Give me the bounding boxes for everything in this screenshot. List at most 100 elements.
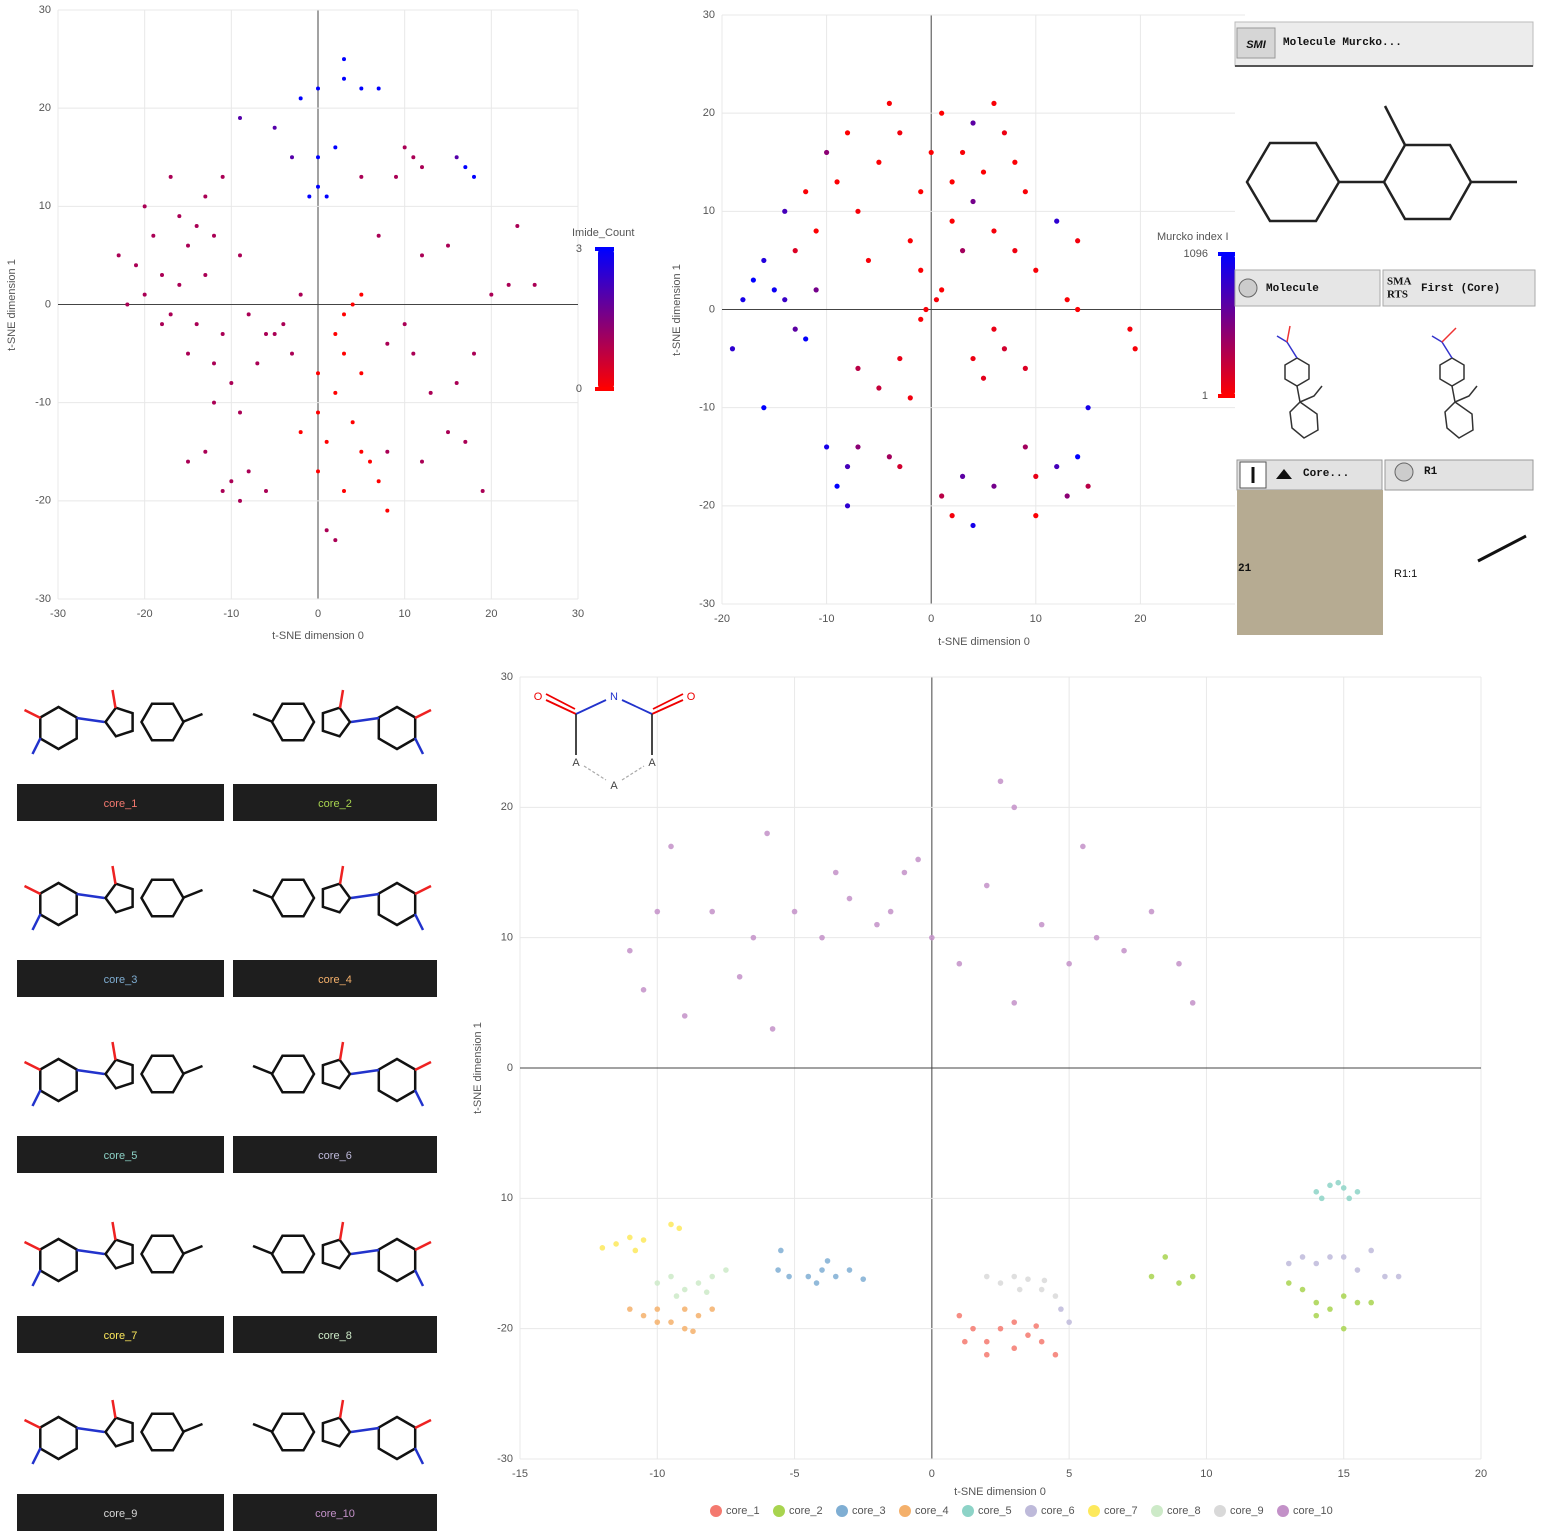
point <box>463 165 468 170</box>
point <box>290 155 294 160</box>
legend-label: core_9 <box>1230 1505 1264 1517</box>
point <box>792 248 798 254</box>
point <box>1064 493 1070 499</box>
point <box>402 322 407 327</box>
x-tick-label: -20 <box>137 608 153 620</box>
legend-label: core_6 <box>1041 1505 1075 1517</box>
point <box>1022 189 1028 195</box>
point <box>316 469 320 474</box>
bond <box>111 689 117 709</box>
bond <box>414 1418 432 1430</box>
point <box>1368 1299 1374 1306</box>
atom-label: N <box>610 691 618 703</box>
bond <box>350 1248 380 1256</box>
legend-marker <box>1088 1505 1100 1517</box>
core-cell: core_8 <box>233 1221 437 1353</box>
bond <box>182 1422 203 1434</box>
bond <box>111 1041 117 1061</box>
y-tick-label: 20 <box>39 102 51 114</box>
point <box>316 155 320 160</box>
point <box>740 297 746 303</box>
bond <box>621 765 645 781</box>
x-tick-label: -20 <box>714 613 730 625</box>
y-tick-label: -30 <box>497 1453 513 1465</box>
point <box>342 57 346 62</box>
point <box>1121 947 1127 954</box>
bond <box>23 1240 42 1252</box>
point <box>1176 1280 1182 1286</box>
point <box>220 174 225 179</box>
point <box>1011 1000 1018 1006</box>
point <box>1033 267 1039 273</box>
point <box>907 238 913 244</box>
bond <box>1477 534 1527 563</box>
ring <box>1444 385 1474 439</box>
point <box>750 277 756 283</box>
bond <box>252 1422 274 1434</box>
molecule-icon <box>1394 462 1414 482</box>
bond <box>182 1244 203 1256</box>
point <box>532 282 537 287</box>
point <box>125 302 130 307</box>
x-tick-label: 0 <box>929 1468 935 1480</box>
cell-text: 21 <box>1238 563 1252 575</box>
point <box>342 312 346 317</box>
point <box>901 869 908 876</box>
bond <box>111 1399 117 1419</box>
point <box>832 869 839 876</box>
point <box>782 297 788 303</box>
point <box>782 208 788 214</box>
x-tick-label: 20 <box>485 608 497 620</box>
y-tick-label: 20 <box>501 801 513 813</box>
point <box>1093 934 1100 941</box>
x-tick-label: 15 <box>1338 1468 1350 1480</box>
point <box>1327 1254 1333 1260</box>
point <box>865 257 872 264</box>
point <box>142 204 147 209</box>
point <box>695 1280 702 1286</box>
point <box>703 1289 710 1295</box>
point <box>1395 1273 1402 1280</box>
smarts-icon: RTS <box>1387 289 1408 301</box>
point <box>1313 1312 1320 1319</box>
point <box>186 243 190 248</box>
point <box>194 223 199 228</box>
point <box>454 155 459 160</box>
point <box>1066 960 1072 967</box>
point <box>1354 1299 1361 1306</box>
colorbar-title: Imide_Count <box>572 227 634 239</box>
point <box>489 292 494 297</box>
bond <box>545 699 577 715</box>
x-axis-title: t-SNE dimension 0 <box>272 630 364 642</box>
core-cell: core_3 <box>17 865 224 997</box>
point <box>1066 1319 1072 1325</box>
bond <box>182 712 203 724</box>
bond <box>252 1244 274 1256</box>
legend-label: core_3 <box>852 1505 886 1517</box>
point <box>962 1338 968 1345</box>
point <box>177 282 182 287</box>
point <box>203 449 208 454</box>
column-header: First (Core) <box>1421 283 1500 295</box>
column-header: Core... <box>1303 468 1349 480</box>
x-tick-label: 10 <box>1200 1468 1212 1480</box>
legend-label: core_8 <box>1167 1505 1201 1517</box>
legend-label: core_5 <box>978 1505 1012 1517</box>
point <box>668 1273 674 1280</box>
point <box>846 1267 853 1273</box>
label-bar <box>17 784 224 821</box>
scatter-chart: -20 -10 0 10 20 -30 -20 -10 0 10 20 30 t-SNE dimensi… <box>671 9 1245 648</box>
point <box>886 454 892 460</box>
label-bar <box>233 960 437 997</box>
point <box>472 174 476 179</box>
point <box>769 1026 776 1032</box>
ring <box>140 1412 185 1452</box>
core-label: core_7 <box>104 1330 138 1342</box>
point <box>855 444 861 450</box>
point <box>983 882 990 889</box>
bond <box>338 865 345 885</box>
point <box>420 253 424 258</box>
label-bar <box>233 1316 437 1353</box>
core-label: core_10 <box>315 1508 355 1520</box>
